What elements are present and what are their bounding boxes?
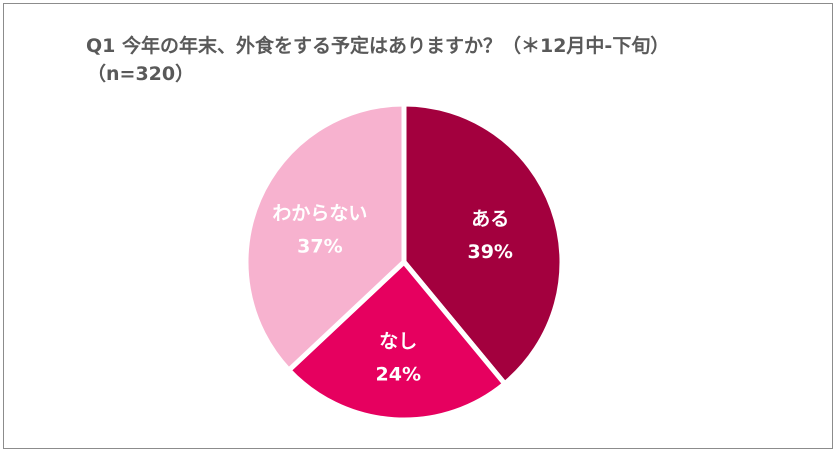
chart-subtitle: （n=320） (87, 63, 195, 85)
pie-slice-wakaranai (243, 101, 407, 373)
slice-value-wakaranai: 37% (297, 236, 342, 258)
slice-label-nashi: なし (379, 330, 417, 352)
pie-slice-nashi (286, 259, 508, 423)
slice-label-aru: ある (471, 208, 509, 230)
chart-title: Q1 今年の年末、外食をする予定はありますか？（＊12月中-下旬） (86, 35, 670, 57)
chart-title-block: Q1 今年の年末、外食をする予定はありますか？（＊12月中-下旬） （n=320… (86, 32, 669, 88)
pie-slice-aru (401, 101, 565, 387)
slice-value-aru: 39% (467, 241, 512, 263)
pie-labels: ある 39% なし 24% わからない 37% (272, 203, 513, 386)
slice-label-wakaranai: わからない (272, 203, 367, 225)
slice-value-nashi: 24% (376, 363, 421, 385)
pie-slices (243, 101, 565, 423)
